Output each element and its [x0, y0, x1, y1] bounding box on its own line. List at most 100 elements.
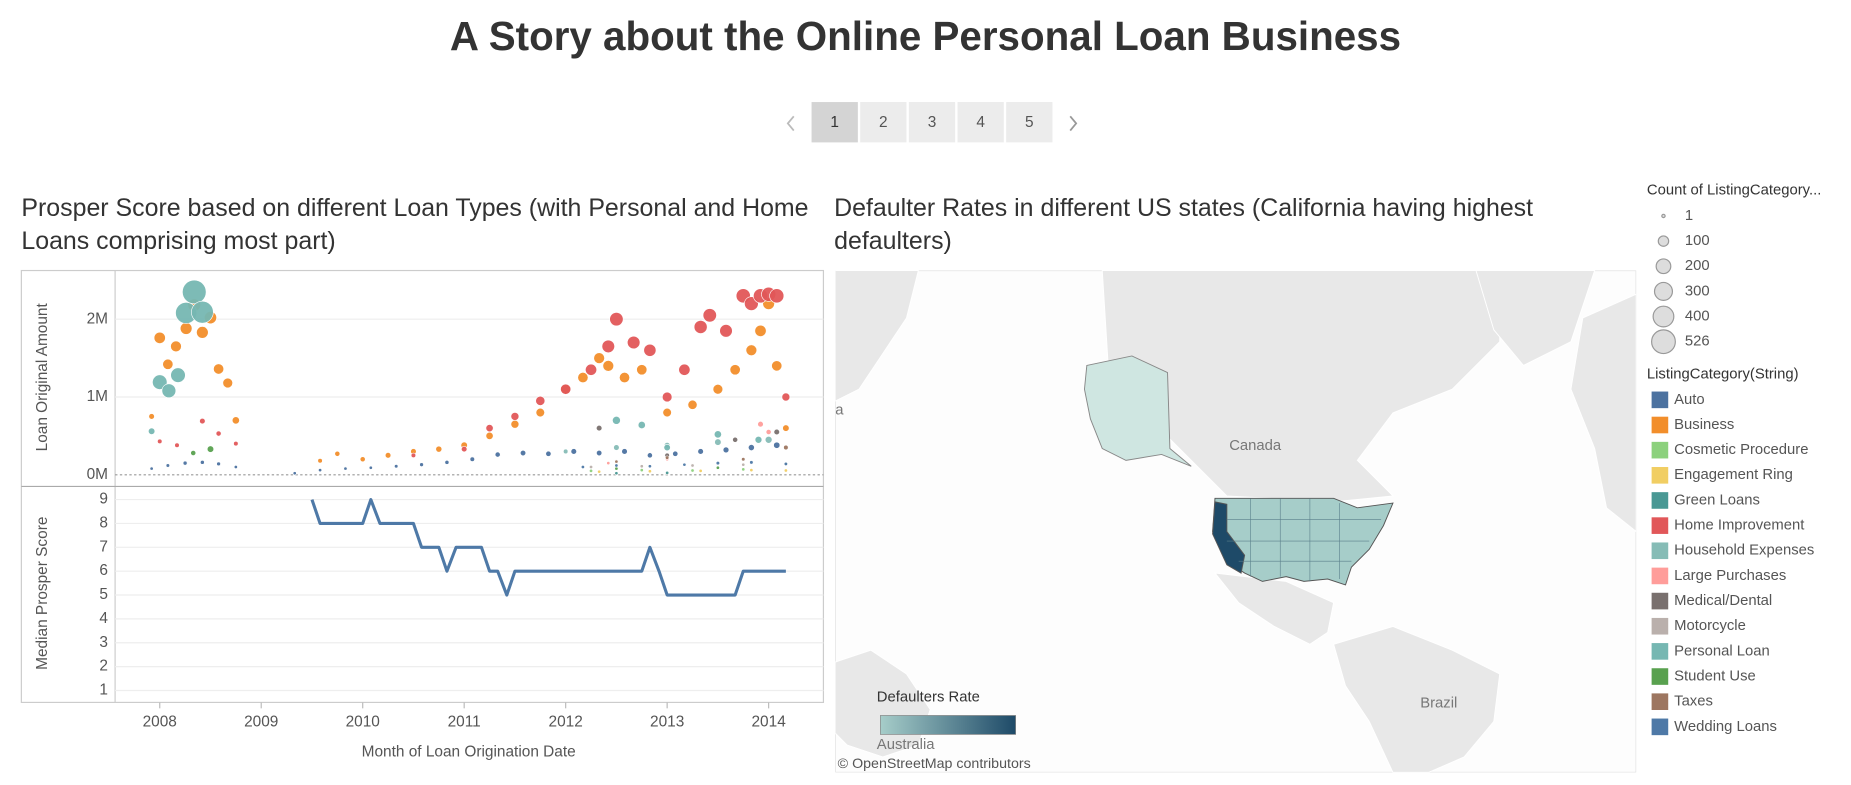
nav-arrows: [786, 115, 1078, 132]
bubble: [410, 452, 417, 458]
bubble: [690, 463, 695, 468]
legend-swatch: [1651, 592, 1669, 610]
size-legend-label: 1: [1685, 208, 1693, 224]
y-tick-label: 7: [99, 538, 108, 555]
bubble: [754, 324, 767, 337]
bubble: [636, 364, 648, 376]
bubble: [231, 416, 240, 425]
legend-swatch: [1651, 391, 1669, 409]
bubble: [647, 464, 652, 469]
state-borders: [1226, 498, 1382, 582]
bubble: [672, 450, 679, 457]
next-arrow[interactable]: [1069, 115, 1078, 132]
bubble: [343, 466, 348, 471]
size-legend-label: 100: [1685, 233, 1710, 249]
prev-arrow[interactable]: [786, 115, 795, 132]
legend-label: Student Use: [1674, 668, 1756, 684]
bubble: [663, 443, 671, 452]
size-legend-mark: [1653, 281, 1674, 301]
bubble: [613, 444, 620, 451]
bubble: [485, 424, 494, 433]
map-label: Canada: [1229, 438, 1282, 454]
legend-swatch: [1651, 693, 1669, 711]
legend-label: Engagement Ring: [1674, 467, 1793, 483]
bubble: [782, 424, 790, 432]
bubble: [682, 462, 687, 467]
legend-label: Business: [1674, 417, 1734, 433]
bubble: [749, 460, 754, 465]
y-tick-label: 3: [99, 634, 108, 651]
land-mexico: [1213, 572, 1335, 645]
y-tick-label: 8: [99, 515, 108, 532]
story-page-button[interactable]: 1: [811, 102, 858, 143]
bubble: [621, 448, 628, 455]
bubble: [535, 395, 546, 406]
bubble: [334, 450, 341, 457]
bubble: [292, 471, 297, 476]
bubble: [719, 324, 733, 338]
bubble: [596, 449, 603, 457]
bubble: [619, 372, 630, 384]
bubble: [771, 360, 783, 372]
land-south-america: [1333, 625, 1501, 773]
bubble: [593, 352, 605, 364]
legend-label: Wedding Loans: [1674, 719, 1777, 735]
x-tick-label: 2009: [244, 714, 278, 731]
bubble: [368, 465, 373, 470]
story-page-button[interactable]: 5: [1006, 102, 1053, 143]
x-tick-label: 2011: [448, 714, 481, 731]
size-legend-label: 200: [1685, 258, 1710, 274]
bubble: [149, 466, 154, 471]
story-title: A Story about the Online Personal Loan B…: [449, 14, 1402, 60]
legend-swatch: [1651, 718, 1669, 736]
bubble: [165, 463, 170, 468]
bubble: [485, 431, 494, 440]
bubble: [233, 465, 238, 469]
legend-swatch: [1651, 542, 1669, 560]
bubble: [394, 464, 399, 469]
bubble: [757, 421, 764, 428]
map: Defaulters Rate © OpenStreetMap contribu…: [835, 270, 1637, 773]
bubble: [206, 445, 215, 453]
bubble: [693, 320, 708, 334]
legend-swatch: [1651, 441, 1669, 459]
size-legend-mark: [1661, 213, 1666, 219]
legend-label: Green Loans: [1674, 492, 1760, 508]
bubble: [769, 288, 785, 304]
bubble: [199, 417, 206, 425]
bubble: [161, 383, 177, 398]
size-legend-mark: [1652, 305, 1675, 328]
legend-label: Home Improvement: [1674, 518, 1805, 534]
size-legend-title: Count of ListingCategory...: [1646, 181, 1822, 199]
bubble: [419, 462, 424, 467]
bubble: [749, 468, 754, 473]
legend-label: Cosmetic Procedure: [1674, 442, 1808, 458]
bubble: [545, 450, 552, 457]
bubble: [773, 428, 780, 436]
bubble: [215, 430, 222, 437]
bubble: [765, 429, 772, 435]
bubble: [222, 377, 233, 389]
bubble: [732, 436, 739, 443]
x-tick-label: 2013: [650, 714, 684, 731]
bubble: [152, 374, 168, 390]
y-tick-label: 2M: [87, 310, 108, 327]
bubble: [148, 413, 155, 420]
chart-title: Prosper Score based on different Loan Ty…: [21, 194, 809, 256]
bubble: [614, 459, 619, 464]
bubble: [714, 438, 722, 446]
bubble: [741, 457, 746, 462]
story-page-button[interactable]: 2: [860, 102, 907, 143]
bubble: [153, 331, 166, 344]
bubble: [687, 399, 698, 410]
story-page-button[interactable]: 3: [908, 102, 956, 143]
legend-swatch: [1651, 467, 1669, 484]
legend-label: Motorcycle: [1674, 618, 1746, 634]
bubble: [783, 444, 789, 451]
legend-swatch: [1651, 643, 1669, 660]
bubble: [627, 335, 641, 350]
land-greenland: [1475, 270, 1596, 367]
bubble: [148, 427, 156, 435]
bubble: [563, 448, 569, 455]
story-page-button[interactable]: 4: [957, 102, 1004, 143]
